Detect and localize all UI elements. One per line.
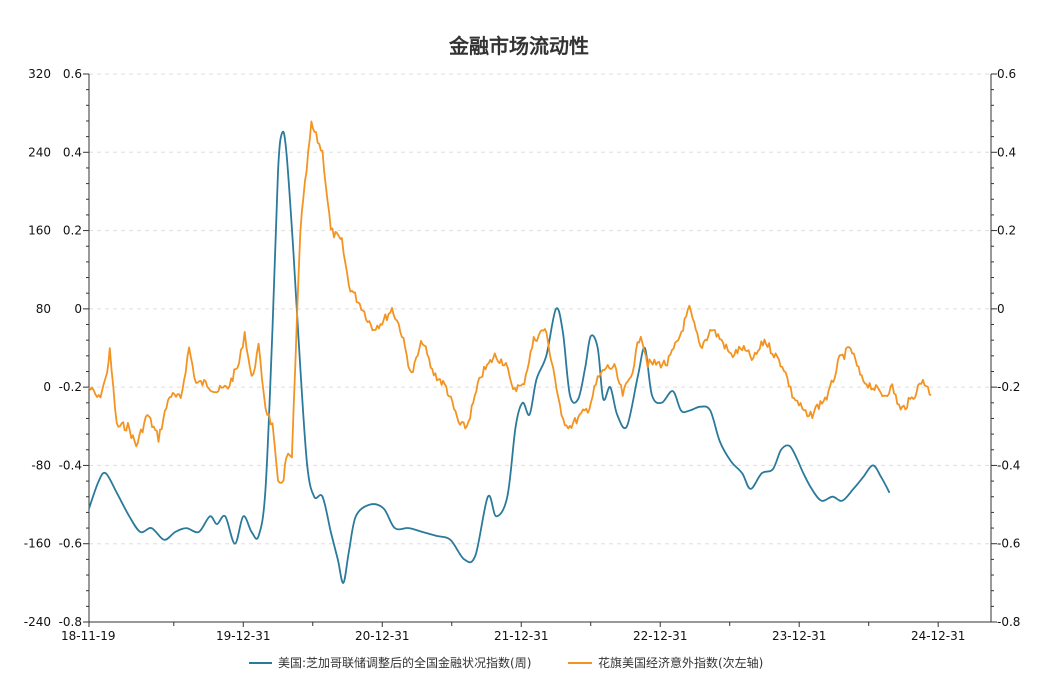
series-line-0: [88, 130, 891, 584]
right-tick-label: -0.2: [997, 380, 1020, 394]
legend-item-series-1[interactable]: 花旗美国经济意外指数(次左轴): [568, 655, 763, 670]
left-outer-tick-label: 80: [36, 302, 51, 316]
x-axis-ticks: 18-11-19 19-12-31 20-12-31 21-12-31 22-12-31…: [61, 622, 965, 643]
legend: 美国:芝加哥联储调整后的全国金融状况指数(周) 花旗美国经济意外指数(次左轴): [249, 655, 763, 670]
x-tick-label: 18-11-19: [61, 629, 115, 643]
grid: [89, 73, 991, 545]
series-layer: [88, 120, 932, 584]
right-tick-label: 0.2: [997, 224, 1016, 238]
x-tick-label: 24-12-31: [911, 629, 965, 643]
left-axis-ticks: 320 0.6 240 0.4 160 0.2 80 0 0 -0.2 -80 -0.4 -160 -0.…: [24, 67, 89, 629]
series-line-1: [88, 120, 932, 484]
x-tick-label: 21-12-31: [494, 629, 548, 643]
left-inner-tick-label: -0.2: [59, 380, 82, 394]
right-axis-ticks: 0.6 0.4 0.2 0 -0.2 -0.4 -0.6 -0.8: [991, 67, 1020, 629]
right-tick-label: -0.6: [997, 537, 1020, 551]
axes: [88, 74, 992, 623]
right-tick-label: 0.4: [997, 145, 1016, 159]
left-inner-tick-label: -0.6: [59, 537, 82, 551]
x-tick-label: 20-12-31: [355, 629, 409, 643]
x-tick-label: 22-12-31: [633, 629, 687, 643]
left-inner-tick-label: -0.4: [59, 458, 82, 472]
left-outer-tick-label: -160: [24, 537, 51, 551]
left-inner-tick-label: 0.4: [63, 145, 82, 159]
left-outer-tick-label: 0: [43, 380, 51, 394]
x-tick-label: 23-12-31: [772, 629, 826, 643]
chart-title: 金融市场流动性: [448, 34, 589, 58]
x-tick-label: 19-12-31: [216, 629, 270, 643]
legend-item-series-0[interactable]: 美国:芝加哥联储调整后的全国金融状况指数(周): [249, 655, 531, 670]
right-tick-label: -0.8: [997, 615, 1020, 629]
left-outer-tick-label: -80: [31, 458, 51, 472]
left-inner-tick-label: 0.6: [63, 67, 82, 81]
left-outer-tick-label: -240: [24, 615, 51, 629]
left-inner-tick-label: 0: [74, 302, 82, 316]
right-tick-label: 0.6: [997, 67, 1016, 81]
left-inner-tick-label: 0.2: [63, 224, 82, 238]
legend-label-citi: 花旗美国经济意外指数(次左轴): [598, 655, 763, 670]
left-outer-tick-label: 320: [28, 67, 51, 81]
right-tick-label: -0.4: [997, 458, 1020, 472]
left-outer-tick-label: 240: [28, 145, 51, 159]
right-tick-label: 0: [997, 302, 1005, 316]
left-outer-tick-label: 160: [28, 224, 51, 238]
legend-label-fci: 美国:芝加哥联储调整后的全国金融状况指数(周): [278, 655, 531, 670]
left-inner-tick-label: -0.8: [59, 615, 82, 629]
